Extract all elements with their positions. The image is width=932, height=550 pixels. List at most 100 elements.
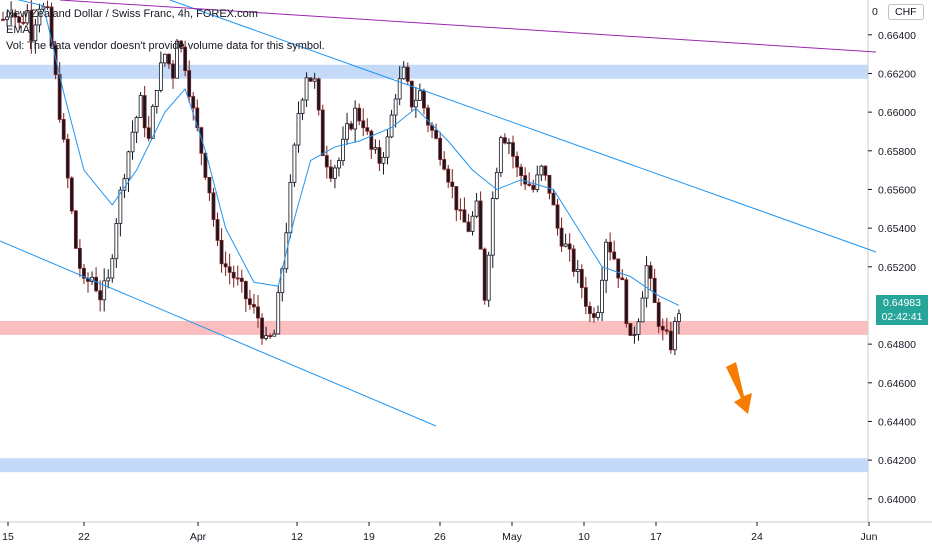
candle-body bbox=[341, 138, 345, 162]
candle-body bbox=[608, 241, 613, 253]
candle-body bbox=[211, 192, 216, 220]
time-tick-label: 17 bbox=[650, 531, 662, 543]
candle-body bbox=[1, 18, 5, 21]
candle-body bbox=[656, 302, 661, 327]
candle-body bbox=[592, 313, 596, 318]
price-tick-label: 0.64200 bbox=[878, 455, 916, 467]
candle-body bbox=[405, 66, 410, 82]
candle-body bbox=[29, 10, 34, 42]
upper-channel-line bbox=[169, 0, 877, 253]
candle-body bbox=[130, 131, 135, 153]
candle-body bbox=[515, 155, 519, 168]
candle-body bbox=[288, 181, 293, 234]
candle-body bbox=[146, 127, 151, 139]
candle-body bbox=[37, 8, 42, 26]
time-tick-label: Jun bbox=[861, 531, 878, 543]
candle-body bbox=[21, 21, 26, 24]
candle-body bbox=[523, 175, 528, 185]
candle-body bbox=[389, 114, 394, 138]
candle-body bbox=[78, 247, 82, 269]
candle-body bbox=[450, 181, 455, 187]
candle-body bbox=[446, 168, 451, 183]
candle-body bbox=[636, 321, 641, 335]
candle-body bbox=[409, 80, 414, 108]
candle-body bbox=[397, 78, 402, 100]
candle-body bbox=[110, 258, 115, 279]
candle-body bbox=[33, 24, 38, 42]
candle-body bbox=[215, 219, 220, 241]
candle-body bbox=[401, 66, 406, 80]
last-price-value: 0.64983 bbox=[883, 296, 921, 309]
ema-label: EMA bbox=[6, 24, 30, 36]
candle-body bbox=[413, 99, 418, 108]
candle-body bbox=[102, 280, 107, 301]
candle-body bbox=[535, 174, 540, 190]
candle-body bbox=[195, 107, 200, 129]
candle-body bbox=[239, 277, 244, 282]
candle-body bbox=[567, 243, 572, 250]
candle-body bbox=[163, 53, 167, 64]
currency-badge[interactable]: CHF bbox=[888, 4, 924, 20]
candle-body bbox=[300, 99, 305, 114]
candle-body bbox=[612, 251, 617, 260]
candle-body bbox=[69, 177, 74, 212]
candle-body bbox=[507, 142, 511, 145]
candle-body bbox=[583, 287, 588, 307]
candle-body bbox=[466, 221, 471, 232]
price-tick-label: 0.65800 bbox=[878, 146, 916, 158]
candle-body bbox=[219, 240, 224, 265]
candle-body bbox=[256, 306, 260, 319]
candle-body bbox=[434, 129, 438, 139]
candle-body bbox=[5, 16, 9, 20]
bar-countdown: 02:42:41 bbox=[881, 310, 923, 323]
candle-body bbox=[345, 123, 349, 140]
zone-blue-2 bbox=[0, 458, 868, 473]
symbol-title: New Zealand Dollar / Swiss Franc, 4h, FO… bbox=[6, 8, 258, 20]
volume-notice: Vol: The data vendor doesn't provide vol… bbox=[6, 40, 325, 52]
candle-body bbox=[187, 70, 192, 97]
candle-body bbox=[73, 210, 78, 249]
candle-body bbox=[61, 119, 66, 140]
candle-body bbox=[328, 166, 333, 179]
candle-body bbox=[531, 184, 536, 190]
candle-body bbox=[158, 62, 163, 91]
candle-body bbox=[575, 269, 580, 272]
candle-body bbox=[243, 281, 248, 300]
time-tick-label: 10 bbox=[578, 531, 590, 543]
candle-body bbox=[260, 317, 264, 339]
price-tick-label: 0.64600 bbox=[878, 378, 916, 390]
candle-body bbox=[353, 107, 358, 130]
candle-body bbox=[227, 266, 232, 273]
candle-body bbox=[559, 227, 564, 247]
candle-body bbox=[539, 165, 544, 176]
candle-body bbox=[624, 279, 629, 324]
candle-body bbox=[632, 333, 637, 336]
candle-body bbox=[677, 313, 681, 322]
candle-body bbox=[337, 160, 341, 169]
last-price-label: 0.64983 02:42:41 bbox=[876, 294, 928, 325]
candle-body bbox=[365, 127, 370, 132]
candle-body bbox=[49, 6, 54, 46]
candle-body bbox=[547, 174, 552, 194]
candle-body bbox=[106, 277, 111, 282]
candle-body bbox=[503, 137, 507, 144]
candle-body bbox=[150, 105, 155, 139]
candle-body bbox=[628, 323, 633, 336]
candle-body bbox=[543, 165, 548, 176]
time-tick-label: 12 bbox=[291, 531, 303, 543]
candle-body bbox=[316, 78, 321, 111]
candle-body bbox=[179, 40, 183, 48]
candle-body bbox=[333, 167, 337, 179]
candle-body bbox=[478, 200, 483, 250]
time-tick-label: 15 bbox=[2, 531, 14, 543]
candle-body bbox=[373, 147, 378, 150]
price-tick-label: 0.65200 bbox=[878, 262, 916, 274]
candle-body bbox=[668, 330, 673, 351]
candle-body bbox=[304, 77, 309, 101]
candle-body bbox=[600, 279, 604, 313]
candle-body bbox=[276, 292, 281, 335]
candle-body bbox=[82, 267, 86, 279]
candle-body bbox=[418, 90, 422, 101]
ema-line bbox=[17, 0, 680, 306]
